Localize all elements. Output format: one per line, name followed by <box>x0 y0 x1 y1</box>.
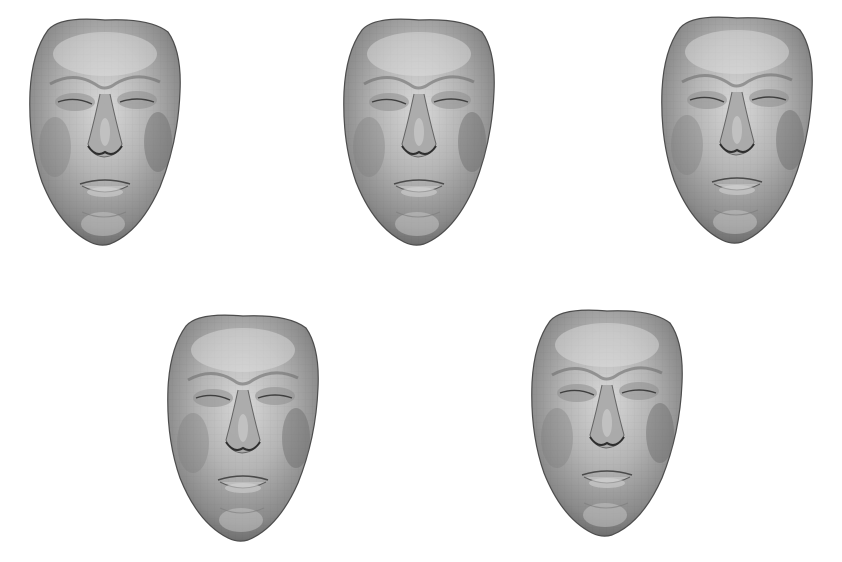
face-mesh-4 <box>158 308 328 548</box>
face-mesh-2 <box>334 12 504 252</box>
face-mesh-3 <box>652 10 822 250</box>
face-mesh-5 <box>522 303 692 543</box>
face-mesh-1 <box>20 12 190 252</box>
